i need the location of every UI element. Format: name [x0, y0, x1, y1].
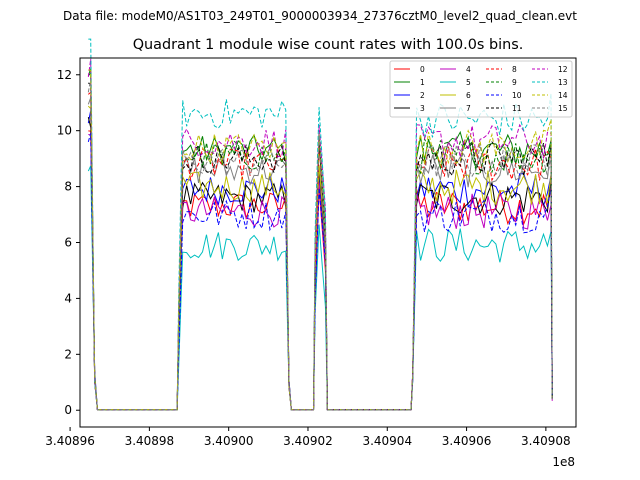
y-tick-label: 8	[64, 180, 72, 194]
chart-title: Quadrant 1 module wise count rates with …	[133, 37, 524, 53]
plot-area	[80, 58, 576, 427]
legend-label-3: 3	[420, 104, 425, 113]
y-tick-label: 4	[64, 291, 72, 305]
x-tick-label: 3.40904	[362, 434, 412, 448]
x-tick-label: 3.40902	[283, 434, 333, 448]
legend-label-14: 14	[558, 91, 568, 100]
legend-label-2: 2	[420, 91, 425, 100]
y-tick-label: 2	[64, 347, 72, 361]
x-tick-label: 3.40908	[521, 434, 571, 448]
legend-label-11: 11	[512, 104, 522, 113]
axes-layer: 3.40896 3.40898 3.40900 3.40902 3.40904 3.409…	[45, 68, 570, 448]
y-tick-label: 6	[64, 236, 72, 250]
x-offset-label: 1e8	[552, 455, 575, 469]
legend-label-13: 13	[558, 78, 568, 87]
legend-label-8: 8	[512, 65, 517, 74]
y-tick-label: 0	[64, 403, 72, 417]
y-tick-label: 10	[57, 124, 72, 138]
legend-label-1: 1	[420, 78, 425, 87]
legend-label-12: 12	[558, 65, 568, 74]
legend-label-10: 10	[512, 91, 522, 100]
series-layer	[87, 38, 553, 411]
legend-label-7: 7	[466, 104, 471, 113]
y-tick-label: 12	[57, 68, 72, 82]
legend-box	[389, 60, 573, 118]
legend-label-0: 0	[420, 65, 425, 74]
legend-label-6: 6	[466, 91, 471, 100]
plot-frame	[79, 57, 577, 428]
x-tick-label: 3.40906	[442, 434, 492, 448]
x-tick-label: 3.40898	[125, 434, 175, 448]
x-tick-label: 3.40896	[45, 434, 95, 448]
x-tick-label: 3.40900	[204, 434, 254, 448]
legend-label-5: 5	[466, 78, 471, 87]
legend-label-4: 4	[466, 65, 471, 74]
legend-label-15: 15	[558, 104, 568, 113]
series-line-15	[87, 78, 553, 411]
chart-suptitle: Data file: modeM0/AS1T03_249T01_90000039…	[63, 9, 577, 23]
legend-label-9: 9	[512, 78, 517, 87]
